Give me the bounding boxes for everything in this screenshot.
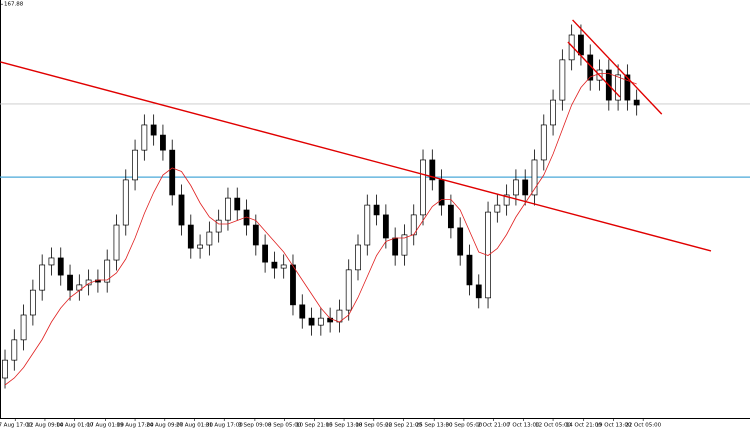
- x-tick-label: 31 Aug 17:00: [206, 423, 244, 429]
- candle-body: [540, 124, 547, 161]
- candle-body: [578, 34, 584, 56]
- candle-body: [178, 194, 185, 226]
- candle-body: [132, 149, 138, 181]
- candle-body: [429, 159, 436, 181]
- trendline: [567, 41, 621, 98]
- candle-body: [373, 204, 380, 216]
- candle-body: [2, 359, 8, 379]
- x-tick-label: 30 Sep 05:00: [446, 423, 483, 429]
- x-tick-label: 12 Oct 05:00: [535, 423, 571, 429]
- x-tick-label: 19 Oct 13:00: [596, 423, 632, 429]
- candle-body: [457, 227, 464, 256]
- candle-body: [401, 234, 408, 256]
- candle-body: [104, 259, 111, 283]
- candle-body: [299, 304, 306, 319]
- candle-body: [345, 269, 352, 311]
- candle-body: [20, 314, 27, 341]
- x-tick-label: 15 Sep 13:00: [326, 423, 363, 429]
- x-tick-label: 14 Aug 01:00: [56, 423, 94, 429]
- x-tick-label: 2 Oct 21:00: [477, 423, 510, 429]
- candle-body: [494, 204, 501, 213]
- x-tick-label: 14 Oct 21:00: [566, 423, 602, 429]
- candle-body: [355, 244, 361, 271]
- x-tick-label: 18 Sep 05:00: [355, 423, 392, 429]
- candle-body: [392, 237, 399, 256]
- candle-body: [57, 257, 64, 276]
- candle-body: [243, 209, 250, 226]
- candle-body: [568, 34, 575, 61]
- candle-body: [308, 317, 315, 326]
- x-tick-label: 7 Oct 13:00: [507, 423, 540, 429]
- candle-body: [113, 224, 120, 261]
- candle-body: [513, 179, 519, 196]
- x-tick-label: 7 Aug 17:00: [0, 423, 33, 429]
- candle-body: [420, 159, 426, 216]
- candle-body: [475, 284, 482, 299]
- x-tick-label: 3 Sep 09:00: [238, 423, 272, 429]
- candle-body: [234, 197, 241, 211]
- x-tick-label: 8 Sep 05:00: [268, 423, 302, 429]
- x-tick-label: 24 Aug 09:00: [146, 423, 184, 429]
- candle-body: [317, 317, 324, 326]
- candle-body: [550, 99, 556, 126]
- x-tick-label: 17 Aug 01:00: [87, 423, 125, 429]
- candle-body: [466, 254, 473, 286]
- x-tick-label: 10 Sep 21:00: [296, 423, 333, 429]
- x-tick-label: 12 Aug 09:00: [26, 423, 64, 429]
- candle-body: [187, 224, 194, 249]
- candle-body: [271, 261, 278, 269]
- candle-body: [615, 74, 621, 101]
- candle-body: [206, 231, 213, 246]
- candle-body: [633, 99, 640, 106]
- candle-body: [67, 274, 73, 291]
- x-tick-label: 22 Sep 21:00: [385, 423, 422, 429]
- candle-body: [262, 244, 269, 263]
- candle-body: [225, 197, 231, 221]
- candle-body: [447, 204, 454, 229]
- candle-body: [122, 179, 129, 226]
- x-tick-label: 25 Sep 13:00: [416, 423, 453, 429]
- candle-body: [624, 74, 631, 101]
- candle-body: [280, 264, 287, 269]
- candle-body: [160, 134, 166, 151]
- candle-body: [559, 59, 566, 101]
- y-tick-label: 167.88: [4, 2, 24, 8]
- x-tick-label: 19 Aug 17:00: [117, 423, 155, 429]
- x-tick-label: 27 Aug 01:00: [176, 423, 214, 429]
- candle-body: [531, 159, 538, 196]
- trendline: [0, 61, 712, 252]
- x-tick-label: 22 Oct 05:00: [625, 423, 661, 429]
- candle-body: [141, 124, 148, 151]
- candle-body: [503, 194, 510, 206]
- candle-body: [48, 257, 55, 266]
- candle-body: [522, 179, 529, 196]
- candle-body: [150, 124, 157, 136]
- candle-body: [11, 339, 18, 361]
- candle-body: [29, 289, 36, 316]
- candle-body: [39, 264, 46, 291]
- trendline: [572, 19, 663, 115]
- candle-body: [169, 149, 176, 196]
- candle-body: [364, 204, 371, 246]
- moving-average: [4, 73, 637, 386]
- candle-body: [485, 211, 491, 299]
- candle-body: [290, 264, 296, 306]
- candle-body: [252, 224, 259, 246]
- candle-body: [215, 219, 222, 233]
- candle-body: [197, 244, 203, 249]
- candle-body: [382, 214, 389, 239]
